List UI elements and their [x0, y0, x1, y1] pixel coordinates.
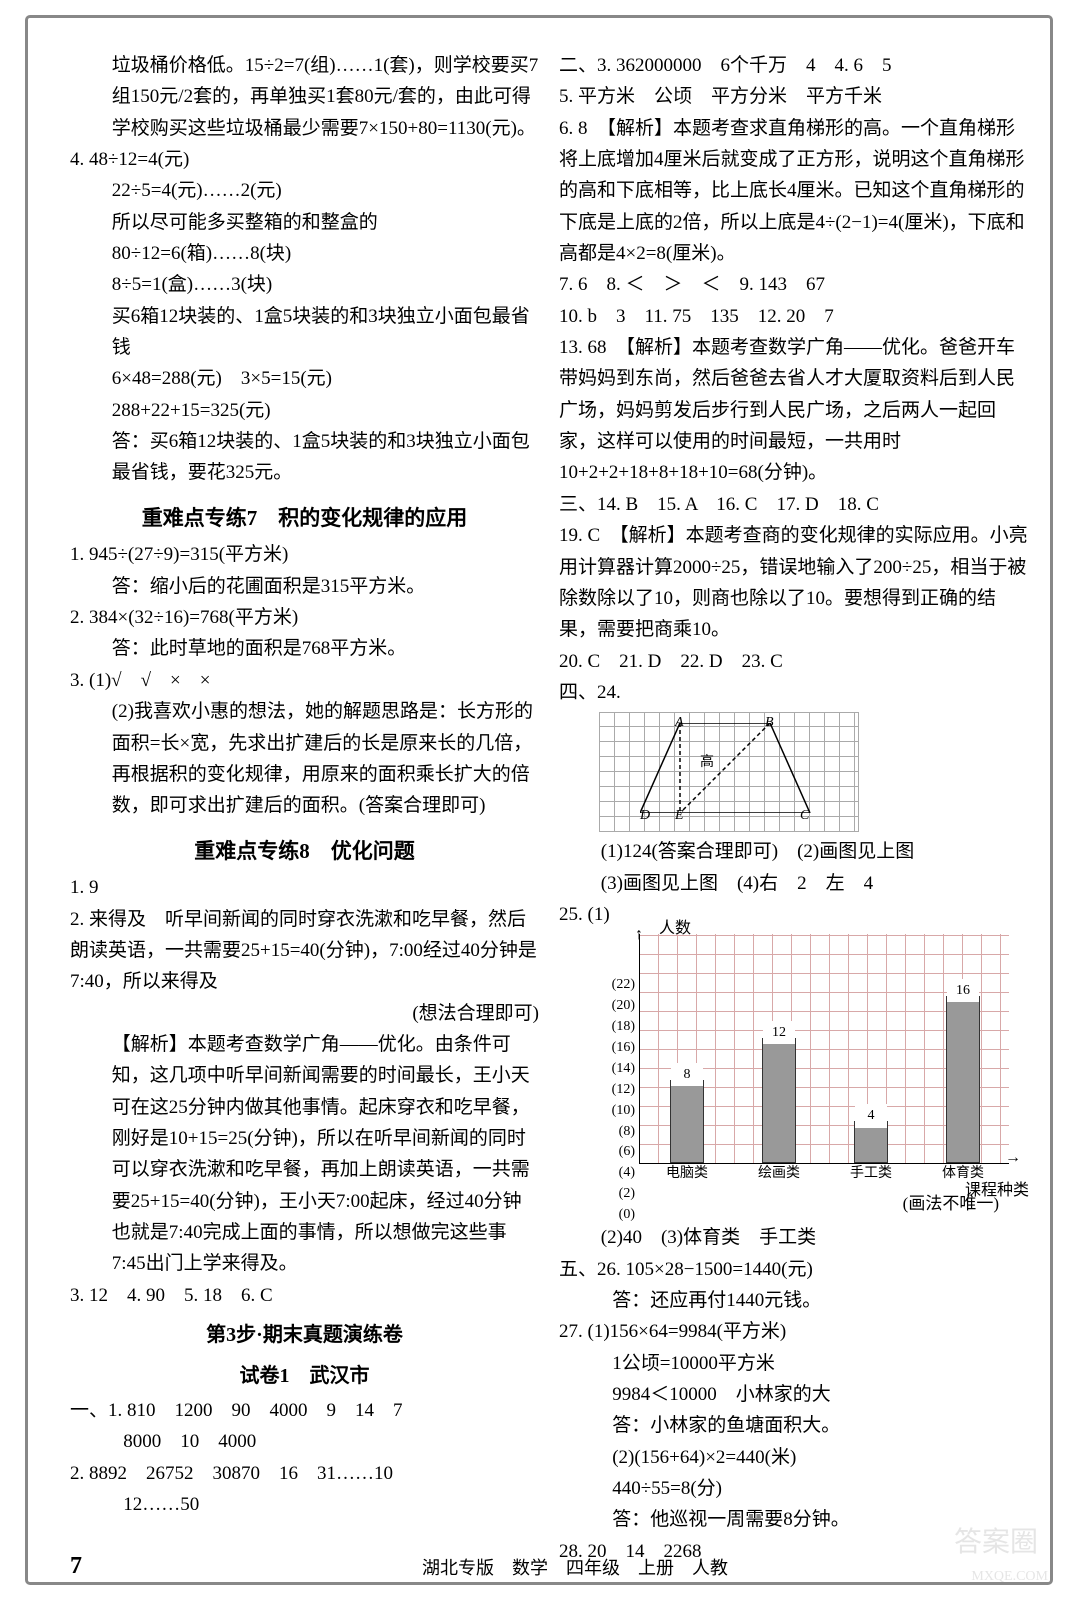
bar-value: 4 — [855, 1104, 887, 1127]
chart-note: (画法不唯一) — [599, 1190, 999, 1218]
heading-8: 重难点专练8 优化问题 — [70, 834, 539, 869]
text: 一、1. 810 1200 90 4000 9 14 7 — [70, 1395, 539, 1426]
text: 288+22+15=325(元) — [70, 395, 539, 426]
y-tick: (4) — [599, 1161, 635, 1184]
text: 1. 9 — [70, 872, 539, 903]
fig-label-c: C — [800, 804, 809, 827]
y-tick: (16) — [599, 1036, 635, 1059]
text: 4. 48÷12=4(元) — [70, 144, 539, 175]
heading-7: 重难点专练7 积的变化规律的应用 — [70, 501, 539, 536]
x-category: 电脑类 — [652, 1162, 722, 1185]
text: 2. 来得及 听早间新闻的同时穿衣洗漱和吃早餐，然后朗读英语，一共需要25+15… — [70, 904, 539, 998]
x-axis-arrow: → — [1005, 1145, 1021, 1171]
text: 垃圾桶价格低。15÷2=7(组)……1(套)，则学校要买7组150元/2套的，再… — [70, 50, 539, 144]
text: 1. 945÷(27÷9)=315(平方米) — [70, 539, 539, 570]
text: 买6箱12块装的、1盒5块装的和3块独立小面包最省钱 — [70, 301, 539, 364]
text: (1)124(答案合理即可) (2)画图见上图 — [559, 836, 1028, 867]
text: 3. 12 4. 90 5. 18 6. C — [70, 1280, 539, 1311]
right-column: 二、3. 362000000 6个千万 4 4. 6 5 5. 平方米 公顷 平… — [559, 50, 1028, 1540]
text: 三、14. B 15. A 16. C 17. D 18. C — [559, 489, 1028, 520]
text: 四、24. — [559, 677, 1028, 708]
text: 1公顷=10000平方米 — [559, 1348, 1028, 1379]
text: 【解析】本题考查数学广角——优化。由条件可知，这几项中听早间新闻需要的时间最长，… — [70, 1029, 539, 1280]
text: 25. (1) — [559, 899, 1028, 930]
text: 27. (1)156×64=9984(平方米) — [559, 1316, 1028, 1347]
x-category: 绘画类 — [744, 1162, 814, 1185]
text: 8000 10 4000 — [70, 1426, 539, 1457]
footer-text: 湖北专版 数学 四年级 上册 人教 — [122, 1554, 1028, 1580]
text: 10. b 3 11. 75 135 12. 20 7 — [559, 301, 1028, 332]
text: 12……50 — [70, 1489, 539, 1520]
text: 6×48=288(元) 3×5=15(元) — [70, 363, 539, 394]
text: 8÷5=1(盒)……3(块) — [70, 269, 539, 300]
bar-value: 16 — [947, 979, 979, 1002]
left-column: 垃圾桶价格低。15÷2=7(组)……1(套)，则学校要买7组150元/2套的，再… — [70, 50, 539, 1540]
chart-area: → 8电脑类12绘画类4手工类16体育类 — [639, 934, 1009, 1164]
y-tick: (2) — [599, 1182, 635, 1205]
text: 答：小林家的鱼塘面积大。 — [559, 1410, 1028, 1441]
watermark: 答案圈 — [954, 1520, 1038, 1560]
parallelogram-figure: A B C D E 高 — [599, 712, 859, 832]
bar-value: 8 — [671, 1063, 703, 1086]
text: 答：此时草地的面积是768平方米。 — [70, 633, 539, 664]
text: 7. 6 8. ＜ ＞ ＜ 9. 143 67 — [559, 269, 1028, 300]
watermark-url: MXQE.COM — [971, 1569, 1048, 1585]
text: 9984＜10000 小林家的大 — [559, 1379, 1028, 1410]
text: 80÷12=6(箱)……8(块) — [70, 238, 539, 269]
text: (3)画图见上图 (4)右 2 左 4 — [559, 868, 1028, 899]
y-tick: (22) — [599, 973, 635, 996]
text: 2. 8892 26752 30870 16 31……10 — [70, 1458, 539, 1489]
text: 所以尽可能多买整箱的和整盒的 — [70, 207, 539, 238]
y-tick: (6) — [599, 1140, 635, 1163]
fig-label-e: E — [675, 804, 684, 827]
fig-label-d: D — [640, 804, 650, 827]
text: 20. C 21. D 22. D 23. C — [559, 646, 1028, 677]
parallelogram-svg — [640, 723, 820, 813]
bar: 4 — [854, 1121, 888, 1163]
text: 3. (1)√ √ × × — [70, 665, 539, 696]
y-tick: (18) — [599, 1015, 635, 1038]
bar-chart: ↑ 人数 → 8电脑类12绘画类4手工类16体育类 课程种类 (画法不唯一) (… — [599, 934, 1009, 1218]
content: 垃圾桶价格低。15÷2=7(组)……1(套)，则学校要买7组150元/2套的，再… — [70, 50, 1028, 1540]
text: 答：缩小后的花圃面积是315平方米。 — [70, 571, 539, 602]
bar: 16 — [946, 996, 980, 1163]
text: 答：还应再付1440元钱。 — [559, 1285, 1028, 1316]
text: 440÷55=8(分) — [559, 1473, 1028, 1504]
heading-paper1: 试卷1 武汉市 — [70, 1360, 539, 1393]
text: 二、3. 362000000 6个千万 4 4. 6 5 — [559, 50, 1028, 81]
bar-value: 12 — [763, 1021, 795, 1044]
fig-label-high: 高 — [700, 751, 714, 774]
text: (2)40 (3)体育类 手工类 — [559, 1222, 1028, 1253]
y-tick: (0) — [599, 1203, 635, 1226]
page-number: 7 — [70, 1553, 82, 1580]
text: 五、26. 105×28−1500=1440(元) — [559, 1254, 1028, 1285]
heading-step3: 第3步·期末真题演练卷 — [70, 1319, 539, 1352]
text: 22÷5=4(元)……2(元) — [70, 175, 539, 206]
text: 答：买6箱12块装的、1盒5块装的和3块独立小面包最省钱，要花325元。 — [70, 426, 539, 489]
y-tick: (10) — [599, 1099, 635, 1122]
y-tick: (12) — [599, 1078, 635, 1101]
text: 2. 384×(32÷16)=768(平方米) — [70, 602, 539, 633]
text: (2)(156+64)×2=440(米) — [559, 1442, 1028, 1473]
x-category: 手工类 — [836, 1162, 906, 1185]
bar: 8 — [670, 1080, 704, 1164]
fig-label-a: A — [675, 711, 684, 734]
y-tick: (14) — [599, 1057, 635, 1080]
footer: 7 湖北专版 数学 四年级 上册 人教 — [70, 1553, 1028, 1580]
bar: 12 — [762, 1038, 796, 1163]
text: 13. 68 【解析】本题考查数学广角——优化。爸爸开车带妈妈到东尚，然后爸爸去… — [559, 332, 1028, 489]
text: 19. C 【解析】本题考查商的变化规律的实际应用。小亮用计算器计算2000÷2… — [559, 520, 1028, 645]
text: 6. 8 【解析】本题考查求直角梯形的高。一个直角梯形将上底增加4厘米后就变成了… — [559, 113, 1028, 270]
text: (2)我喜欢小惠的想法，她的解题思路是：长方形的面积=长×宽，先求出扩建后的长是… — [70, 696, 539, 821]
text: 5. 平方米 公顷 平方分米 平方千米 — [559, 81, 1028, 112]
x-axis-title: 课程种类 — [965, 1178, 1029, 1204]
y-tick: (8) — [599, 1120, 635, 1143]
y-tick: (20) — [599, 994, 635, 1017]
fig-label-b: B — [765, 711, 774, 734]
text: (想法合理即可) — [70, 998, 539, 1029]
